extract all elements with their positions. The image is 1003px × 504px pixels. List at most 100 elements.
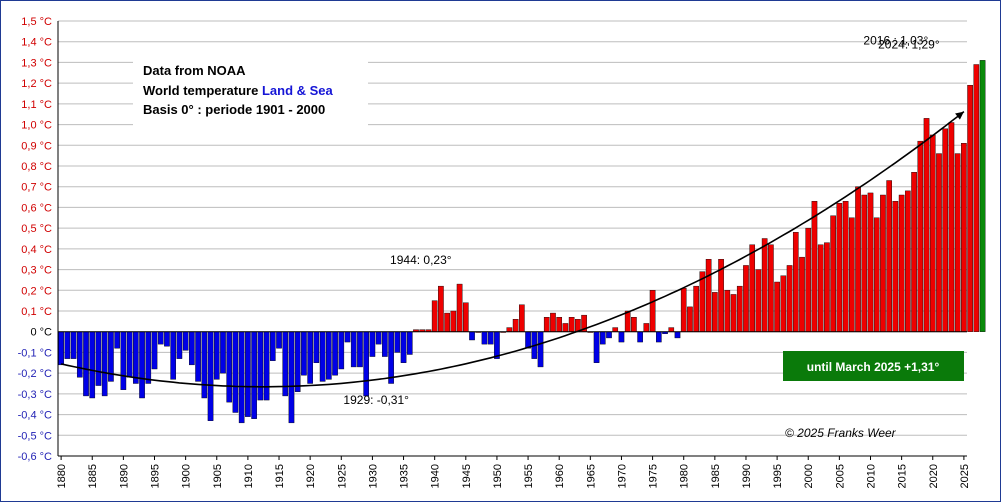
bar-1880 xyxy=(58,331,64,366)
bar-1974 xyxy=(643,323,650,332)
y-tick-label: 1,5 °C xyxy=(21,16,52,28)
bar-2023 xyxy=(948,122,955,332)
x-tick-label: 2020 xyxy=(928,464,940,488)
y-tick-label: -0,4 °C xyxy=(18,410,52,422)
bar-1954 xyxy=(519,304,525,332)
bar-1885 xyxy=(89,331,96,399)
x-tick-label: 1960 xyxy=(554,464,566,488)
bar-2020 xyxy=(929,134,936,332)
bar-1971 xyxy=(624,310,631,332)
bar-1901 xyxy=(189,331,195,366)
x-tick-label: 2015 xyxy=(897,464,909,488)
bar-1931 xyxy=(375,331,382,345)
trend-curve xyxy=(60,110,965,388)
bar-1889 xyxy=(114,331,120,349)
bar-1983 xyxy=(699,271,706,332)
bar-1955 xyxy=(525,331,531,349)
x-tick-label: 2000 xyxy=(803,464,815,488)
bar-1928 xyxy=(357,331,363,368)
bar-1899 xyxy=(176,331,183,359)
y-tick-label: 1,2 °C xyxy=(21,78,52,90)
x-tick-label: 1885 xyxy=(87,464,99,488)
x-tick-label: 1950 xyxy=(492,464,504,488)
bar-1943 xyxy=(450,310,457,332)
bar-1923 xyxy=(326,331,332,380)
bar-2011 xyxy=(873,217,880,332)
bar-2004 xyxy=(830,215,836,332)
bar-1926 xyxy=(344,331,351,343)
bar-2010 xyxy=(867,192,874,332)
bar-1909 xyxy=(238,331,245,424)
bar-1895 xyxy=(151,331,158,370)
info-box xyxy=(133,58,368,130)
x-tick-label: 1895 xyxy=(150,464,162,488)
bar-1981 xyxy=(687,306,693,332)
bar-1976 xyxy=(655,331,662,343)
bar-1948 xyxy=(481,331,488,345)
bar-1927 xyxy=(350,331,357,368)
bar-1988 xyxy=(730,294,737,332)
period-badge-text: until March 2025 +1,31° xyxy=(807,360,940,374)
bar-1884 xyxy=(83,331,89,397)
bar-1960 xyxy=(556,317,563,332)
bar-1949 xyxy=(487,331,494,345)
bar-1900 xyxy=(182,331,189,351)
x-tick-label: 1985 xyxy=(710,464,722,488)
bar-1882 xyxy=(70,331,77,359)
y-tick-label: 0,5 °C xyxy=(21,223,52,235)
bar-1940 xyxy=(431,300,438,332)
bar-1919 xyxy=(301,331,307,376)
bar-2022 xyxy=(942,128,949,332)
bar-1911 xyxy=(251,331,257,419)
y-tick-label: 0,3 °C xyxy=(21,265,52,277)
bar-1890 xyxy=(120,331,127,390)
bar-2019 xyxy=(923,118,930,332)
y-tick-label: -0,2 °C xyxy=(18,368,52,380)
bar-1962 xyxy=(568,317,575,332)
bar-2014 xyxy=(892,201,899,332)
bar-1915 xyxy=(276,331,282,349)
bar-2021 xyxy=(936,153,942,332)
bar-2006 xyxy=(842,201,849,332)
bar-2024 xyxy=(954,153,961,332)
bar-2003 xyxy=(824,242,830,332)
bar-1918 xyxy=(294,331,301,392)
y-tick-label: 1,4 °C xyxy=(21,37,52,49)
bar-1985 xyxy=(712,292,718,332)
x-tick-label: 1970 xyxy=(616,464,628,488)
bar-1952 xyxy=(506,327,513,332)
x-tick-label: 1900 xyxy=(181,464,193,488)
bar-1896 xyxy=(157,331,164,345)
y-tick-label: -0,1 °C xyxy=(18,347,52,359)
y-tick-label: -0,3 °C xyxy=(18,389,52,401)
bar-1941 xyxy=(438,285,444,332)
bar-1887 xyxy=(101,331,108,397)
bar-1959 xyxy=(550,312,556,332)
bar-1898 xyxy=(170,331,176,380)
bar-1991 xyxy=(749,244,756,332)
bar-1942 xyxy=(444,312,450,332)
period-badge xyxy=(783,351,964,381)
bar-1914 xyxy=(269,331,276,361)
y-tick-label: 0,4 °C xyxy=(21,244,52,256)
bar-1970 xyxy=(618,331,625,343)
x-tick-label: 1930 xyxy=(367,464,379,488)
bar-1944 xyxy=(456,283,463,332)
x-tick-label: 1940 xyxy=(430,464,442,488)
x-tick-label: 1980 xyxy=(679,464,691,488)
bar-1922 xyxy=(319,331,326,382)
info-line-3: Basis 0° : periode 1901 - 2000 xyxy=(143,102,325,117)
bar-2001 xyxy=(811,201,818,332)
bar-2028 xyxy=(979,60,986,332)
bar-1993 xyxy=(761,238,768,332)
bar-1972 xyxy=(631,317,637,332)
x-tick-label: 1880 xyxy=(56,464,68,488)
bar-1975 xyxy=(649,290,656,332)
bar-1929 xyxy=(363,331,370,397)
bar-1933 xyxy=(388,331,394,384)
trend-arrowhead xyxy=(955,111,964,120)
bar-1961 xyxy=(562,323,569,332)
bar-1924 xyxy=(332,331,338,376)
bar-1958 xyxy=(543,317,550,332)
